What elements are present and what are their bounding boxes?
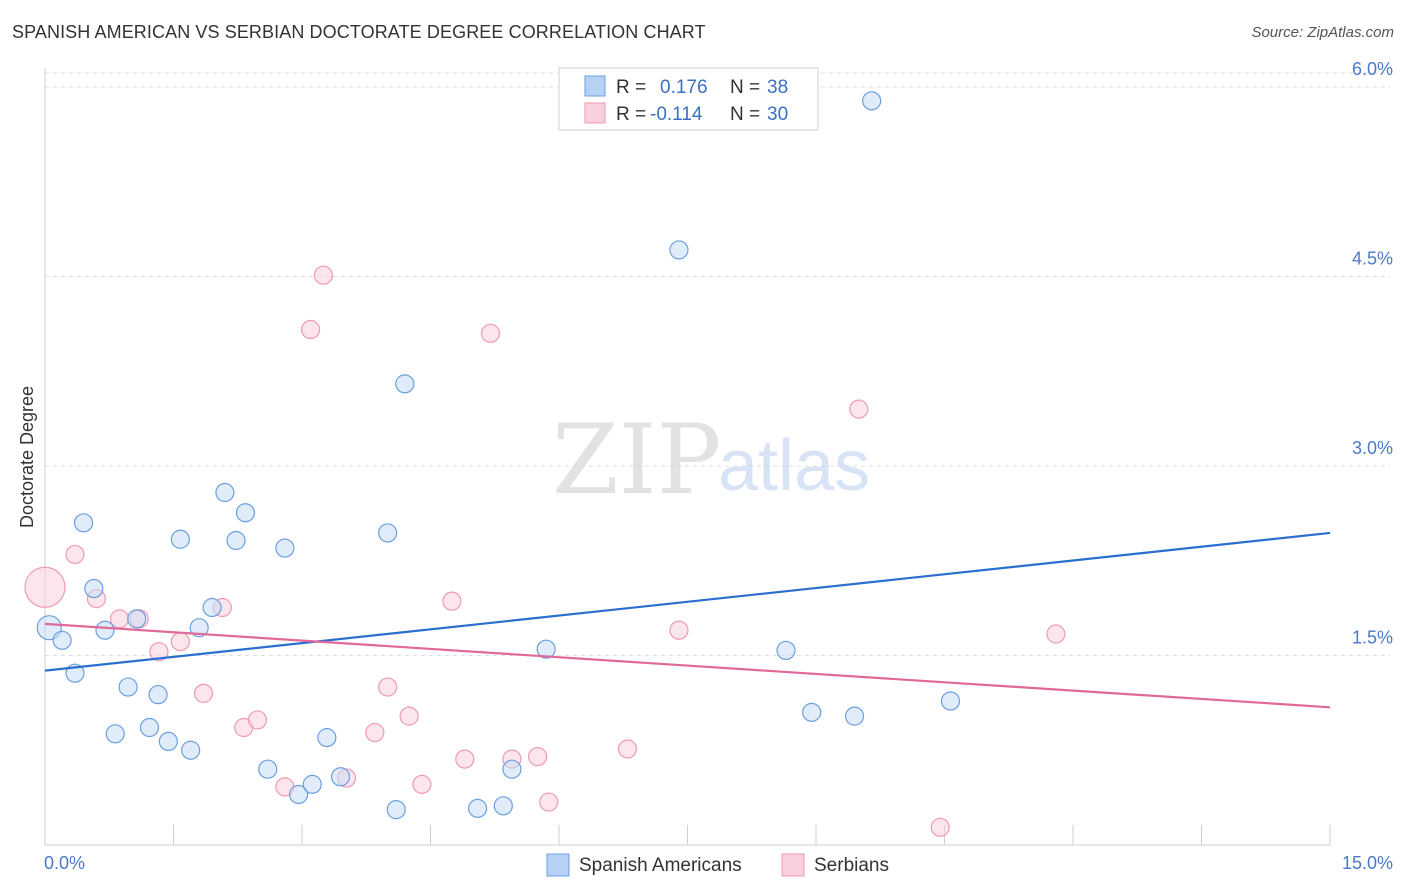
watermark-atlas: atlas — [718, 426, 870, 506]
spanish-americans-point — [776, 640, 796, 661]
spanish-americans-point — [181, 740, 201, 760]
spanish-americans-point — [802, 702, 822, 722]
bottom-legend-swatch-spanish — [546, 853, 570, 877]
series-serbians — [24, 265, 1066, 837]
serbians-point — [247, 710, 268, 730]
legend-n-value-spanish: 38 — [767, 77, 788, 98]
spanish-americans-point — [215, 482, 235, 503]
y-tick-label: 1.5% — [1352, 627, 1393, 647]
serbians-point — [170, 631, 190, 652]
legend-swatch-serbians — [584, 102, 606, 124]
spanish-americans-point — [862, 91, 882, 111]
serbians-point — [300, 319, 321, 340]
x-ticks — [44, 825, 1331, 845]
grid-lines — [45, 72, 1390, 656]
serbians-point — [399, 706, 419, 726]
spanish-americans-point — [235, 503, 256, 523]
legend-n-label-serbians: N = — [730, 104, 760, 125]
bottom-legend-swatch-serbians — [781, 853, 805, 877]
legend-r-label-serbians: R = — [616, 104, 646, 125]
serbians-point — [849, 399, 869, 419]
spanish-americans-point — [302, 774, 322, 794]
spanish-americans-point — [288, 784, 309, 805]
serbians-point — [480, 323, 501, 343]
spanish-americans-point — [386, 800, 406, 820]
legend-top: R = 0.176 N = 38 R = -0.114 N = 30 — [558, 67, 819, 131]
spanish-americans-point — [669, 240, 689, 260]
spanish-americans-point — [258, 759, 278, 779]
spanish-americans-point — [127, 609, 147, 629]
spanish-americans-trend-line — [44, 531, 1331, 672]
legend-n-label-spanish: N = — [730, 77, 760, 98]
legend-bottom: Spanish Americans Serbians — [546, 853, 889, 877]
serbians-point — [378, 677, 398, 697]
spanish-americans-point — [148, 685, 168, 705]
spanish-americans-point — [378, 523, 398, 543]
x-tick-label-max: 15.0% — [1342, 853, 1393, 873]
serbians-point — [313, 265, 334, 285]
legend-swatch-spanish — [584, 75, 606, 97]
serbians-point — [527, 746, 548, 767]
spanish-americans-point — [493, 796, 513, 816]
spanish-americans-point — [73, 513, 94, 533]
spanish-americans-point — [536, 639, 556, 659]
y-tick-labels: 1.5% 3.0% 4.5% 6.0% — [1352, 59, 1393, 648]
spanish-americans-point — [139, 717, 160, 738]
legend-r-label-spanish: R = — [616, 77, 646, 98]
series-spanish-americans — [36, 91, 961, 820]
spanish-americans-point — [844, 706, 865, 726]
spanish-americans-point — [275, 538, 295, 558]
watermark-zip: ZIP — [552, 404, 721, 516]
y-tick-label: 3.0% — [1352, 438, 1393, 458]
spanish-americans-point — [502, 759, 522, 779]
spanish-americans-point — [940, 691, 961, 711]
spanish-americans-point — [52, 630, 72, 650]
spanish-americans-point — [158, 731, 178, 752]
serbians-trend-line — [44, 622, 1331, 709]
serbians-point — [365, 722, 385, 743]
serbians-point — [669, 620, 689, 640]
legend-r-value-spanish: 0.176 — [660, 77, 708, 98]
spanish-americans-point — [468, 798, 488, 818]
trend-lines — [44, 531, 1331, 709]
serbians-point — [930, 817, 950, 837]
spanish-americans-point — [226, 530, 246, 551]
y-axis-label: Doctorate Degree — [17, 386, 37, 528]
serbians-point — [442, 591, 462, 611]
spanish-americans-point — [202, 597, 222, 618]
serbians-point — [539, 792, 559, 812]
serbians-point — [65, 544, 85, 565]
bottom-legend-label-serbians: Serbians — [814, 855, 889, 876]
serbians-point — [412, 774, 432, 794]
spanish-americans-point — [105, 724, 125, 744]
spanish-americans-point — [95, 620, 115, 640]
serbians-point — [193, 683, 214, 703]
serbians-point — [24, 566, 66, 608]
serbians-point — [617, 739, 638, 759]
spanish-americans-point — [170, 529, 190, 549]
serbians-point — [149, 642, 169, 662]
y-tick-label: 4.5% — [1352, 248, 1393, 268]
x-tick-label-min: 0.0% — [44, 853, 85, 873]
serbians-point — [109, 609, 130, 629]
spanish-americans-point — [189, 618, 209, 638]
y-tick-label: 6.0% — [1352, 59, 1393, 79]
spanish-americans-point — [317, 728, 337, 748]
spanish-americans-point — [84, 578, 104, 599]
spanish-americans-point — [330, 767, 351, 787]
watermark: ZIP atlas — [552, 404, 870, 516]
serbians-point — [455, 749, 475, 769]
chart-title: SPANISH AMERICAN VS SERBIAN DOCTORATE DE… — [12, 22, 706, 42]
legend-r-value-serbians: -0.114 — [650, 104, 703, 125]
bottom-legend-label-spanish: Spanish Americans — [579, 855, 742, 876]
spanish-americans-point — [118, 677, 138, 697]
serbians-point — [1046, 624, 1066, 644]
source-label: Source: ZipAtlas.com — [1251, 24, 1394, 41]
legend-n-value-serbians: 30 — [767, 104, 788, 125]
spanish-americans-point — [395, 374, 415, 394]
